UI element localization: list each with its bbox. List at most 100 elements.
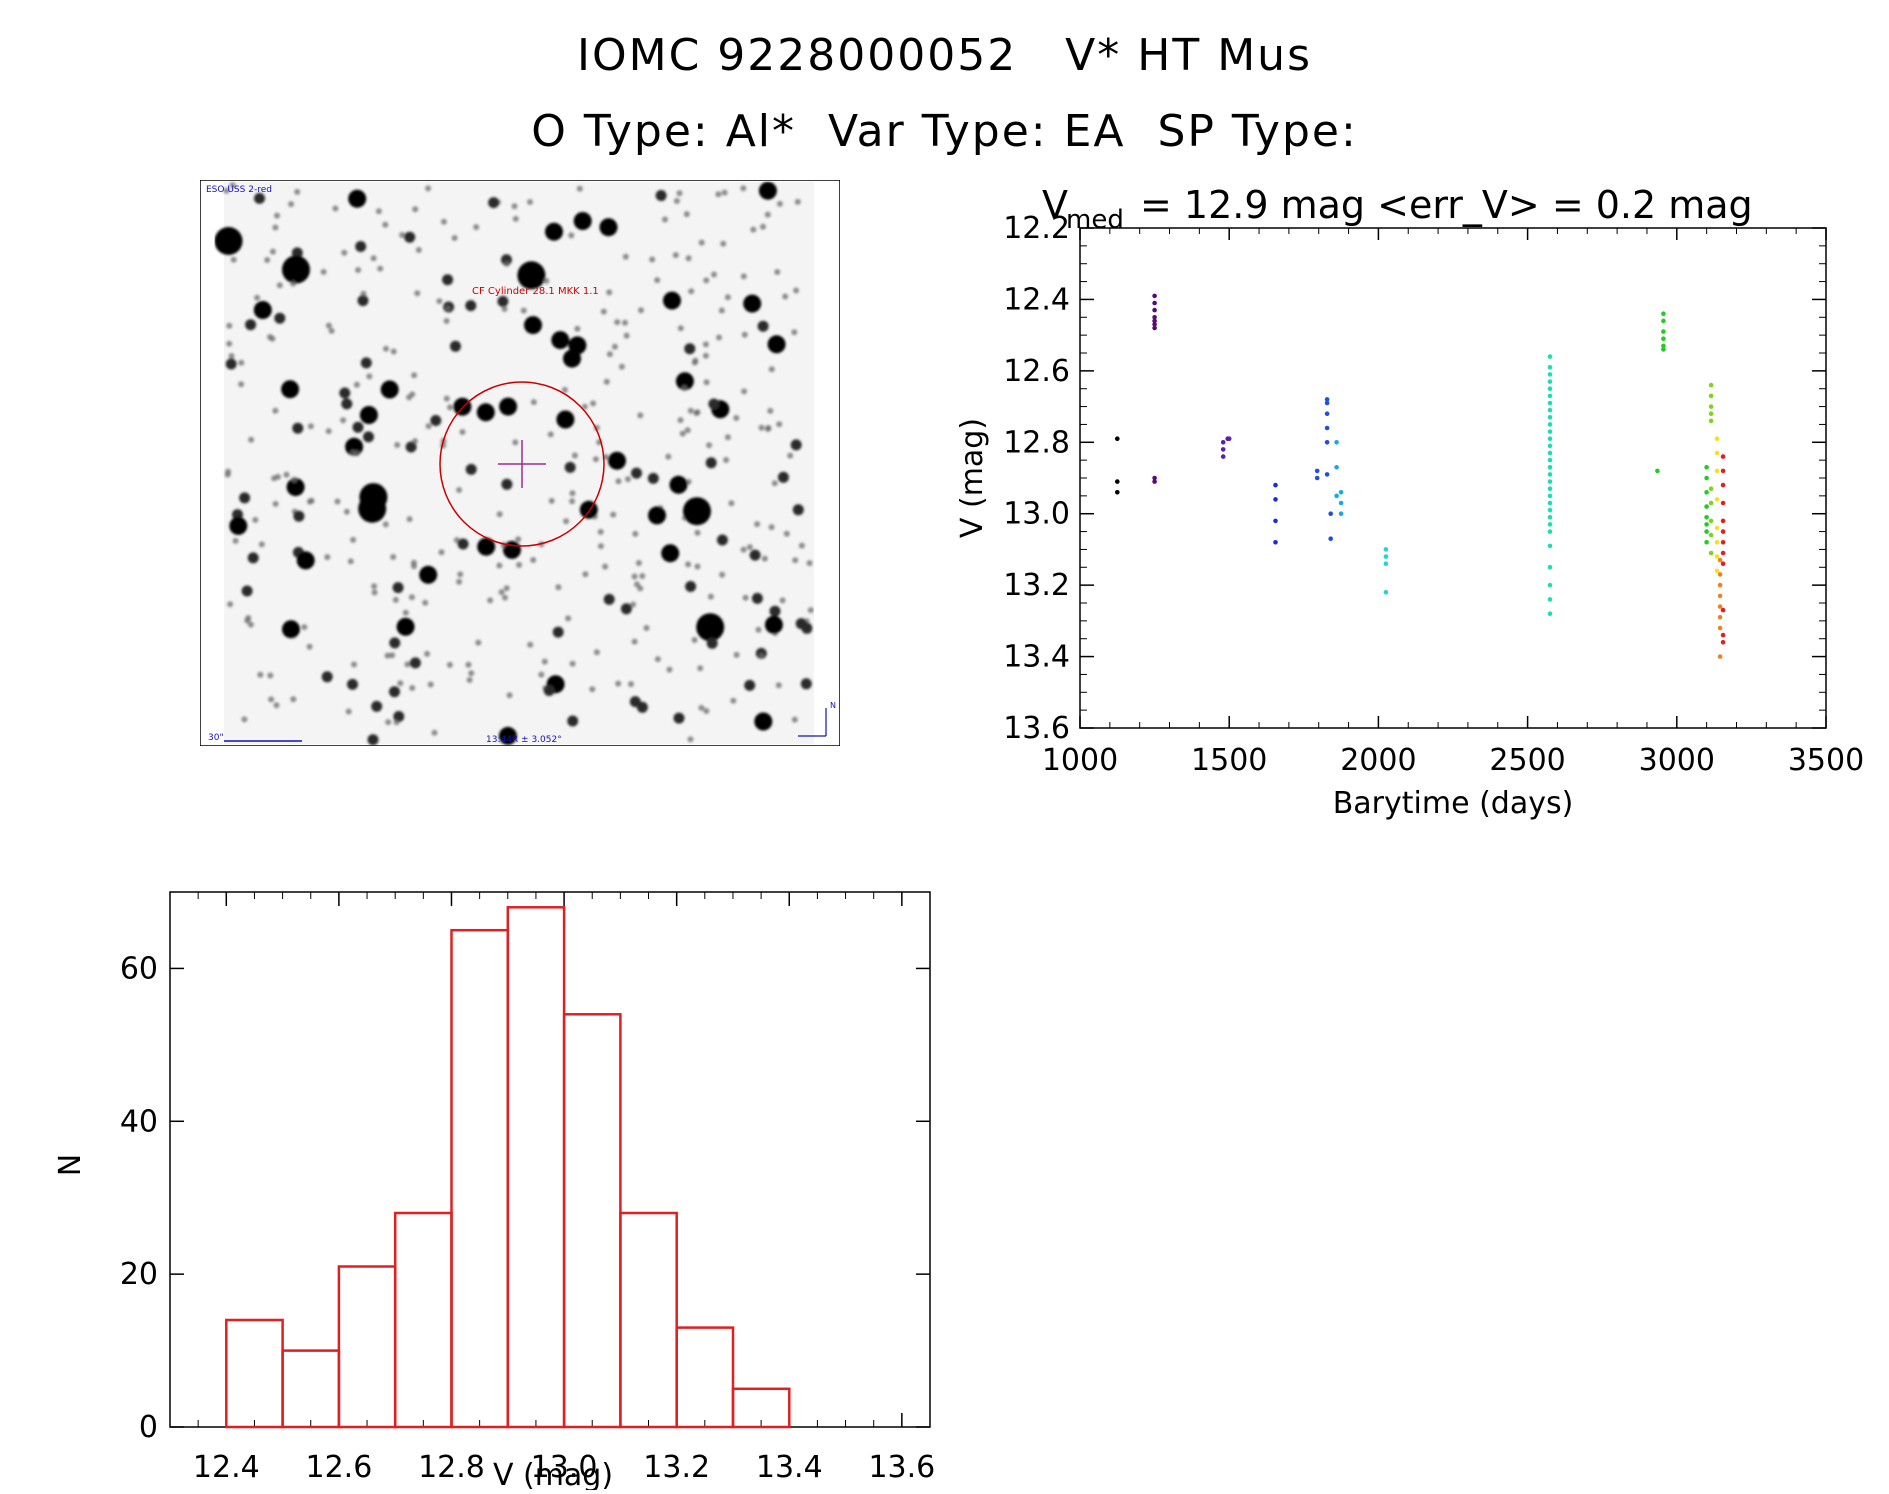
sky-star [711,271,717,278]
sky-star [347,558,354,565]
sky-star [724,294,731,301]
sky-star [800,678,812,690]
sky-star [693,410,700,416]
sky-star [267,672,274,679]
sky-star [271,475,278,482]
sky-star [502,594,508,601]
lc-point [1220,447,1226,452]
sky-star [673,712,685,724]
sky-star [366,373,373,380]
hist-y-tick-label: 60 [120,951,158,986]
lc-point [1547,472,1553,477]
sky-star [397,680,404,687]
sky-star [353,381,360,388]
sky-star [719,571,726,578]
sky-star [283,471,290,478]
sky-star [248,436,255,443]
lc-point [1324,472,1330,477]
lc-point [1547,450,1553,456]
sky-star [758,652,765,659]
sky-star [291,247,303,259]
sky-star [691,637,698,643]
sky-star [618,363,625,370]
sky-star [214,227,243,255]
sky-star [751,592,763,604]
sky-star [431,729,438,736]
sky-star [543,685,555,696]
lc-point [1334,440,1339,445]
sky-star [406,394,413,401]
sky-star [718,307,725,314]
sky-star [648,506,666,525]
sky-star [597,543,604,550]
sky-star [622,319,628,326]
sky-star [409,657,421,669]
lc-point [1708,518,1714,524]
lc-point [1720,518,1726,524]
sky-star [761,555,768,562]
sky-star [733,415,740,421]
sky-star [293,510,305,522]
sky-star [611,343,618,350]
finder-chart: ESO USS 2-red CF Cylinder 28.1 MKK 1.1 3… [200,180,840,746]
sky-star [412,438,418,445]
lc-point [1314,468,1320,474]
sky-star [764,615,783,634]
sky-star [253,301,272,319]
lc-point [1152,325,1157,331]
sky-star [382,521,389,528]
sky-star [706,442,713,449]
lc-point [1547,582,1553,588]
sky-star [565,615,572,622]
sky-star [377,265,384,272]
sky-star [393,719,400,726]
sky-star [581,403,588,410]
lc-point [1547,443,1553,449]
sky-star [247,552,259,564]
sky-star [724,434,731,441]
sky-star [442,274,454,286]
sky-star [692,357,699,364]
sky-star [672,252,679,259]
sky-star [427,681,434,688]
lc-point [1704,490,1709,495]
sky-star [503,260,510,267]
lc-x-tick-label: 1000 [1042,743,1118,778]
lc-x-tick-label: 1500 [1191,743,1267,778]
sky-star [282,255,310,284]
sky-star [741,388,748,395]
sky-star [775,682,782,689]
sky-star [360,290,367,297]
sky-star [639,573,646,579]
lc-point [1547,479,1553,484]
sky-star [404,661,411,668]
sky-star [679,430,686,437]
lc-point [1704,515,1709,520]
sky-star [647,472,659,484]
sky-star [631,638,638,645]
lc-point [1547,597,1553,602]
lc-point [1324,425,1330,431]
sky-star [371,589,378,596]
sky-star [258,541,265,548]
lc-point [1720,529,1726,534]
lc-point [1708,404,1714,409]
sky-star [515,536,522,543]
lc-y-tick-label: 12.6 [1003,354,1070,389]
hist-bar [337,1265,397,1429]
lc-point [1720,454,1726,459]
sky-star [794,198,801,205]
sky-star [350,536,357,543]
sky-star [716,534,728,546]
sky-star [673,198,680,204]
sky-star [723,457,730,463]
sky-star [226,340,233,347]
lc-plot-frame [1079,227,1827,729]
hist-x-tick-label: 12.8 [418,1450,485,1485]
sky-star [274,212,280,219]
sky-star [754,712,773,731]
sky-star [440,218,447,225]
lc-point [1661,318,1666,324]
sky-star [501,306,508,312]
sky-star [269,248,276,255]
